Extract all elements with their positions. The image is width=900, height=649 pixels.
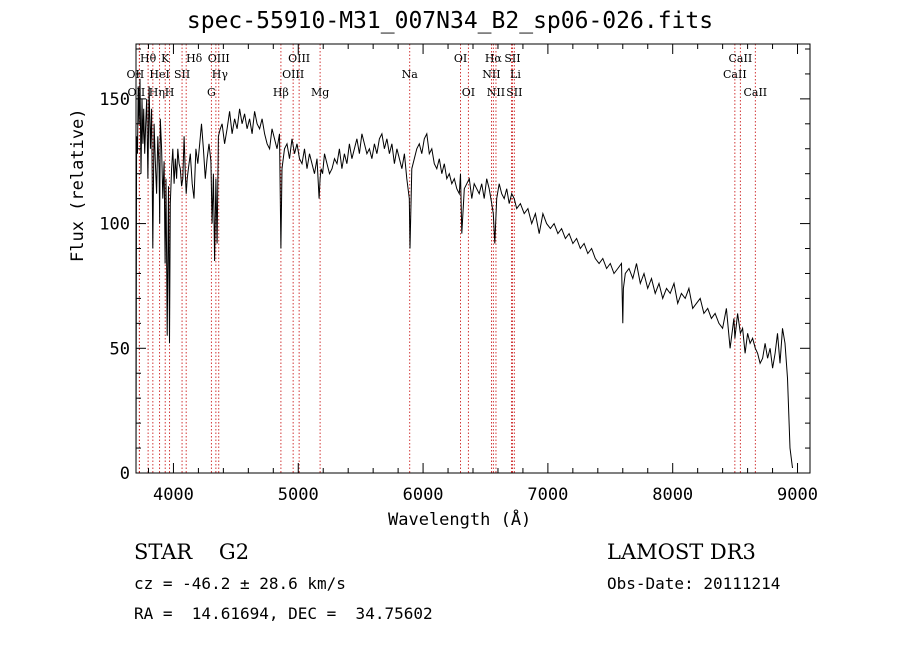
line-label: H [165,86,175,99]
line-label: OI [454,52,467,65]
line-label: SII [174,68,190,81]
line-label: HeI [149,68,169,81]
line-label: Na [402,68,419,81]
line-label: SII [504,52,520,65]
y-axis-label: Flux (relative) [68,108,88,262]
line-label: CaII [723,68,747,81]
line-label: Li [510,68,521,81]
line-markers [138,44,756,473]
line-label: NII [487,86,505,99]
x-tick-label: 9000 [777,485,818,505]
line-label: OI [462,86,475,99]
tick-labels: 4000 5000 6000 7000 8000 9000 0 50 100 150 [99,90,818,505]
line-label: SII [506,86,522,99]
y-tick-label: 0 [120,464,130,484]
line-label: Hδ [186,52,203,65]
line-label: K [161,52,170,65]
line-label: G [207,86,216,99]
redshift-velocity: cz = -46.2 ± 28.6 km/s [134,574,346,593]
line-label: CaII [729,52,753,65]
line-label: Hθ [140,52,157,65]
x-tick-label: 6000 [403,485,444,505]
x-tick-label: 7000 [527,485,568,505]
x-tick-label: 4000 [153,485,194,505]
y-tick-label: 100 [99,215,130,235]
line-label: CaII [743,86,767,99]
chart-title: spec-55910-M31_007N34_B2_sp06-026.fits [186,8,714,34]
x-tick-label: 8000 [652,485,693,505]
line-label: OIII [282,68,304,81]
y-tick-label: 150 [99,90,130,110]
spectrum-line [135,78,793,474]
object-class: STAR G2 [134,540,250,564]
x-axis-label: Wavelength (Å) [388,510,532,530]
line-label: OII [127,68,145,81]
line-label: Hα [485,52,503,65]
line-label: Hη [149,86,165,99]
line-label: OIII [288,52,310,65]
line-label: Mg [311,86,329,99]
axes [135,43,811,474]
line-label: OIII [208,52,230,65]
y-tick-label: 50 [110,339,130,359]
line-label: Hγ [212,68,229,81]
line-label: Hβ [273,86,289,99]
observation-date: Obs-Date: 20111214 [607,574,781,593]
line-label: NII [482,68,500,81]
survey-name: LAMOST DR3 [607,540,756,564]
ra-dec-coordinates: RA = 14.61694, DEC = 34.75602 [134,604,433,623]
x-tick-label: 5000 [278,485,319,505]
line-label: OII [128,86,146,99]
plot-frame [135,43,811,474]
spectrum-series [135,78,793,474]
